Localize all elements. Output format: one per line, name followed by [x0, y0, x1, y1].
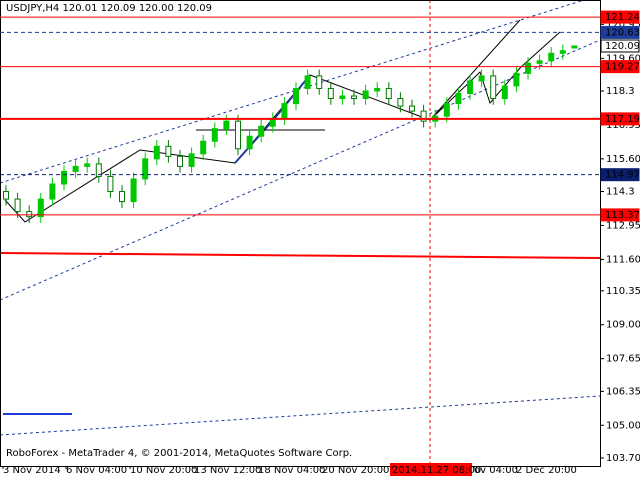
y-tick-label: 120.95	[606, 19, 640, 30]
candle-body	[548, 52, 555, 62]
candle-body	[107, 175, 114, 193]
candle-body	[246, 135, 253, 150]
candle-body	[420, 110, 427, 122]
candle-body	[72, 165, 79, 172]
level-label: 117.19	[605, 114, 640, 125]
candle-body	[37, 198, 44, 218]
candle-body	[501, 85, 508, 100]
candle-body	[258, 125, 265, 137]
candle-body	[385, 87, 392, 100]
level-label-box	[600, 112, 640, 126]
candle-body	[490, 75, 497, 100]
candle-body	[200, 140, 207, 155]
candle-body	[362, 90, 369, 100]
level-label-box	[600, 208, 640, 222]
candle-body	[211, 128, 218, 142]
y-tick-label: 107.65	[606, 354, 640, 365]
level-label-box	[600, 60, 640, 74]
y-tick-label: 110.35	[606, 286, 640, 297]
x-tick-label: 18 Nov 04:00	[258, 465, 325, 476]
candle-body	[119, 191, 125, 203]
candle-body	[142, 158, 149, 180]
x-tick-label: 2014.11.27 08:00	[392, 465, 481, 476]
candle-body	[339, 95, 346, 100]
y-tick-label: 115.60	[606, 154, 640, 165]
candle-body	[3, 191, 9, 200]
x-tick-label: 13 Nov 12:00	[194, 465, 261, 476]
level-label: 114.97	[605, 170, 640, 181]
candle-body	[130, 178, 137, 203]
candle-body	[49, 183, 56, 200]
candle-body	[327, 87, 334, 100]
channel-lines	[0, 0, 601, 436]
candle-body	[223, 120, 230, 130]
chart-title: USDJPY,H4 120.01 120.09 120.00 120.09	[6, 3, 212, 14]
y-tick-label: 111.60	[606, 254, 640, 265]
candle-body	[397, 98, 404, 107]
level-label-box	[600, 39, 640, 53]
candle-body	[478, 75, 485, 82]
y-tick-label: 112.95	[606, 220, 640, 231]
footer: RoboForex - MetaTrader 4, © 2001-2014, M…	[6, 448, 352, 459]
candle-body	[293, 87, 299, 105]
y-tick-label: 106.35	[606, 386, 640, 397]
candle-body	[513, 72, 520, 87]
level-label: 113.37	[605, 210, 640, 221]
candle-body	[571, 45, 578, 49]
candle-body	[95, 163, 102, 177]
level-label: 120.09	[605, 41, 640, 52]
x-tick-label: 20 Nov 20:00	[322, 465, 389, 476]
x-tick-label: 2 Dec 20:00	[516, 465, 577, 476]
y-tick-label: 119.60	[606, 53, 640, 64]
trend-line	[0, 252, 601, 259]
candle-body	[559, 50, 566, 54]
candle-body	[61, 170, 67, 185]
candle-body	[177, 155, 183, 167]
candle-body	[443, 103, 450, 117]
candle-body	[525, 62, 531, 74]
candle-body	[536, 60, 543, 64]
y-tick-label: 114.3	[606, 187, 635, 198]
level-label: 121.24	[605, 12, 640, 23]
x-tick-label: 10 Nov 20:00	[130, 465, 197, 476]
candle-body	[26, 211, 33, 218]
y-tick-label: 105.00	[606, 420, 640, 431]
level-label-box	[600, 168, 640, 182]
candle-body	[304, 75, 311, 89]
level-label-box	[600, 10, 640, 24]
x-tick-label: ov 04:00	[474, 465, 518, 476]
y-tick-label: 116.95	[606, 120, 640, 131]
candle-body	[374, 87, 381, 92]
candle-body	[281, 103, 288, 120]
candle-body	[455, 93, 462, 105]
y-tick-label: 109.00	[606, 320, 640, 331]
candle-body	[188, 153, 195, 167]
candle-body	[153, 145, 160, 160]
candle-body	[165, 145, 172, 157]
candle-body	[467, 80, 473, 95]
wave-line	[429, 31, 561, 121]
candle-body	[84, 163, 91, 167]
level-label-box	[600, 25, 640, 39]
candle-body	[409, 105, 415, 112]
candle-body	[14, 198, 21, 213]
y-tick-label: 118.3	[606, 86, 635, 97]
candle-body	[235, 120, 241, 150]
y-tick-label: 103.70	[606, 453, 640, 464]
candle-body	[316, 75, 323, 89]
time-label-box	[390, 463, 472, 476]
level-label: 120.63	[605, 27, 640, 38]
candle-body	[351, 95, 357, 100]
x-tick-label: 3 Nov 2014	[3, 465, 61, 476]
plot-frame	[0, 0, 601, 467]
level-label: 119.27	[605, 62, 640, 73]
x-tick-label: 6 Nov 04:00	[66, 465, 127, 476]
